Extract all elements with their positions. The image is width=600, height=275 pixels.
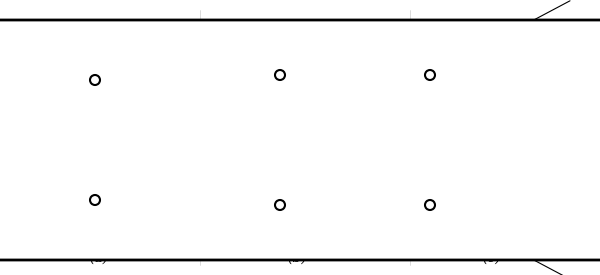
Ellipse shape — [321, 75, 349, 205]
Ellipse shape — [125, 99, 165, 127]
Circle shape — [90, 195, 100, 205]
Text: (c): (c) — [483, 251, 501, 265]
Text: (a): (a) — [89, 251, 109, 265]
Text: (b): (b) — [287, 251, 307, 265]
Polygon shape — [0, 20, 600, 260]
Circle shape — [275, 70, 285, 80]
Circle shape — [425, 70, 435, 80]
Circle shape — [425, 200, 435, 210]
Ellipse shape — [475, 81, 501, 199]
Ellipse shape — [125, 153, 165, 181]
Circle shape — [275, 200, 285, 210]
Circle shape — [90, 75, 100, 85]
